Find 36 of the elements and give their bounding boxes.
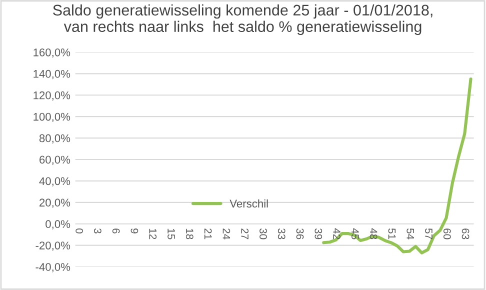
- y-tick-label: 0,0%: [46, 220, 70, 230]
- x-tick-label: 18: [186, 228, 194, 240]
- x-tick-label: 48: [370, 228, 378, 240]
- y-tick-label: 100,0%: [34, 112, 70, 122]
- x-tick-label: 42: [333, 228, 340, 240]
- x-tick-label: 60: [443, 228, 451, 240]
- y-tick-label: 20,0%: [40, 198, 70, 208]
- y-tick-label: -40,0%: [36, 263, 70, 272]
- x-tick-label: 21: [204, 228, 212, 240]
- line-series: [322, 77, 472, 254]
- x-tick-label: 3: [94, 228, 102, 234]
- x-tick-label: 9: [130, 228, 138, 234]
- y-tick-label: 80,0%: [39, 134, 70, 144]
- x-tick-label: 33: [278, 228, 286, 240]
- x-tick-label: 15: [168, 228, 175, 240]
- x-tick-label: 36: [296, 228, 304, 240]
- x-tick-label: 57: [425, 228, 432, 240]
- legend-label: Verschil: [230, 199, 268, 208]
- x-tick-label: 6: [112, 228, 120, 234]
- y-tick-label: 160,0%: [34, 48, 70, 58]
- x-tick-label: 63: [462, 228, 470, 240]
- x-tick-label: 39: [314, 228, 322, 240]
- x-tick-label: 54: [406, 228, 414, 240]
- x-tick-label: 51: [388, 228, 396, 240]
- y-tick-label: 60,0%: [40, 156, 70, 165]
- x-tick-label: 45: [352, 228, 359, 240]
- y-tick-label: -20,0%: [36, 242, 70, 251]
- y-tick-label: 40,0%: [39, 177, 70, 186]
- x-tick-label: 12: [149, 228, 157, 240]
- x-tick-label: 30: [260, 228, 267, 240]
- y-tick-label: 120,0%: [34, 91, 70, 101]
- x-tick-label: 27: [241, 228, 249, 240]
- x-tick-label: 24: [222, 228, 230, 240]
- y-tick-label: 140,0%: [34, 70, 70, 80]
- x-tick-label: 0: [76, 228, 83, 234]
- chart-title: Saldo generatiewisseling komende 25 jaar - 01/01/2018, van rechts naar links het saldo % generatiewisseling: [53, 4, 432, 36]
